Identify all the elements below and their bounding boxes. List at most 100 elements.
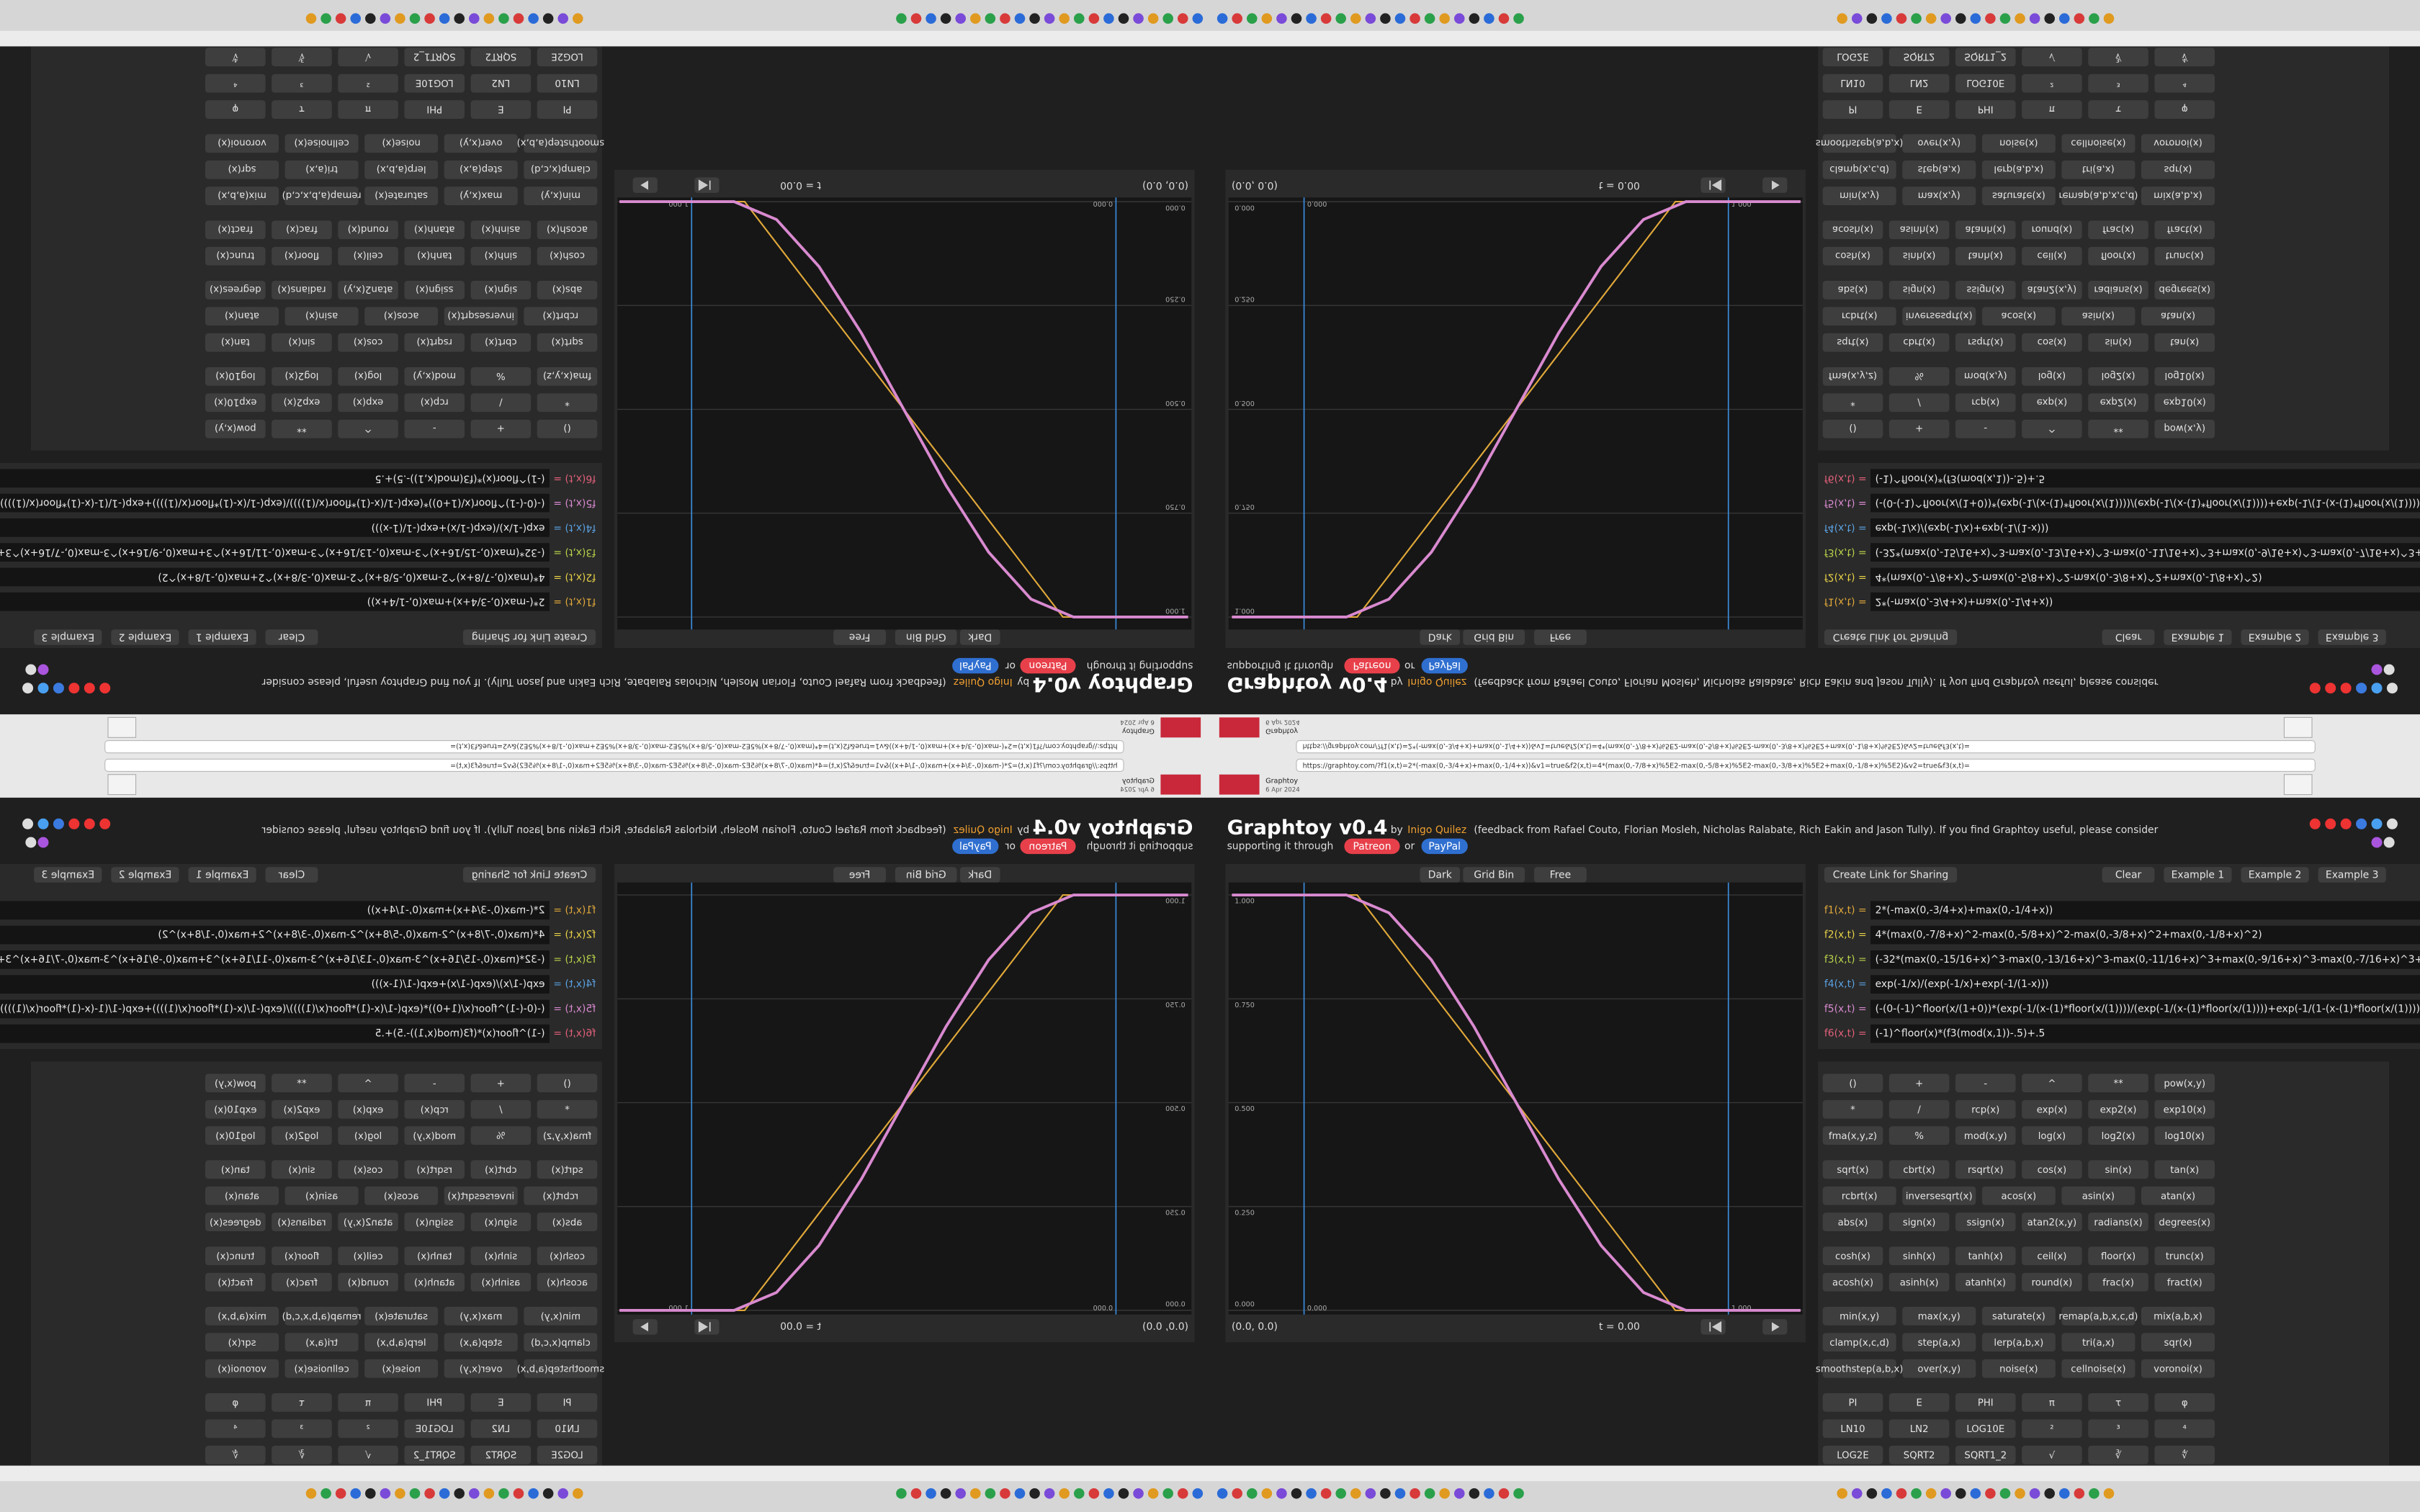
keypad-button[interactable]: ² bbox=[2022, 1419, 2082, 1439]
keypad-button[interactable]: LOG2E bbox=[1822, 1445, 1883, 1464]
tab-icon[interactable] bbox=[1335, 1488, 1346, 1499]
keypad-button[interactable]: φ bbox=[2154, 1393, 2215, 1412]
toolbar-button[interactable]: Create Link for Sharing bbox=[1824, 867, 1958, 883]
keypad-button[interactable]: LN2 bbox=[1888, 1419, 1950, 1439]
keypad-button[interactable]: frac(x) bbox=[2088, 1272, 2148, 1292]
keypad-button[interactable]: floor(x) bbox=[2088, 1246, 2148, 1266]
keypad-button[interactable]: sqr(x) bbox=[2141, 1333, 2215, 1352]
tab-icon[interactable] bbox=[1247, 1488, 1258, 1499]
keypad-button[interactable]: E bbox=[1888, 1393, 1950, 1412]
formula-input[interactable] bbox=[1870, 999, 2420, 1019]
tab-icon[interactable] bbox=[1306, 1488, 1317, 1499]
formula-input[interactable] bbox=[1870, 1024, 2420, 1043]
tab-icon[interactable] bbox=[1216, 1488, 1228, 1499]
keypad-button[interactable]: LOG10E bbox=[1955, 1419, 2016, 1439]
keypad-button[interactable]: tan(x) bbox=[2154, 1160, 2215, 1179]
social-icon[interactable] bbox=[2383, 837, 2395, 848]
keypad-button[interactable]: voronoi(x) bbox=[2141, 1359, 2215, 1378]
tab-icon[interactable] bbox=[1985, 1488, 1996, 1499]
keypad-button[interactable]: max(x,y) bbox=[1902, 1307, 1976, 1326]
keypad-button[interactable]: saturate(x) bbox=[1981, 1307, 2056, 1326]
social-icon[interactable] bbox=[2386, 818, 2398, 829]
keypad-button[interactable]: cosh(x) bbox=[1822, 1246, 1883, 1266]
tab-icon[interactable] bbox=[1999, 1488, 2011, 1499]
keypad-button[interactable]: fma(x,y,z) bbox=[1822, 1126, 1883, 1145]
keypad-button[interactable]: rsqrt(x) bbox=[1955, 1160, 2016, 1179]
keypad-button[interactable]: smoothstep(a,b,x) bbox=[1816, 1359, 1904, 1378]
keypad-button[interactable]: asinh(x) bbox=[1888, 1272, 1950, 1292]
keypad-button[interactable]: ** bbox=[2088, 1074, 2148, 1093]
tab-icon[interactable] bbox=[1276, 1488, 1287, 1499]
tab-icon[interactable] bbox=[1350, 1488, 1361, 1499]
social-icon[interactable] bbox=[2325, 818, 2336, 829]
keypad-button[interactable]: cos(x) bbox=[2022, 1160, 2082, 1179]
tab-icon[interactable] bbox=[2059, 1488, 2070, 1499]
keypad-button[interactable]: exp2(x) bbox=[2088, 1099, 2148, 1119]
keypad-button[interactable]: step(a,x) bbox=[1902, 1333, 1976, 1352]
keypad-button[interactable]: ∛ bbox=[2088, 1445, 2148, 1464]
keypad-button[interactable]: acosh(x) bbox=[1822, 1272, 1883, 1292]
keypad-button[interactable]: atanh(x) bbox=[1955, 1272, 2016, 1292]
tab-icon[interactable] bbox=[1852, 1488, 1863, 1499]
tab-icon[interactable] bbox=[1970, 1488, 1981, 1499]
keypad-button[interactable]: acos(x) bbox=[1981, 1186, 2056, 1205]
keypad-button[interactable]: mod(x,y) bbox=[1955, 1126, 2016, 1145]
keypad-button[interactable]: min(x,y) bbox=[1822, 1307, 1896, 1326]
tab-icon[interactable] bbox=[1320, 1488, 1332, 1499]
keypad-button[interactable]: degrees(x) bbox=[2154, 1212, 2215, 1231]
keypad-button[interactable]: log10(x) bbox=[2154, 1126, 2215, 1145]
keypad-button[interactable]: - bbox=[1955, 1074, 2016, 1093]
keypad-button[interactable]: mix(a,b,x) bbox=[2141, 1307, 2215, 1326]
tab-icon[interactable] bbox=[1925, 1488, 1937, 1499]
keypad-button[interactable]: exp(x) bbox=[2022, 1099, 2082, 1119]
keypad-button[interactable]: % bbox=[1888, 1126, 1950, 1145]
tab-icon[interactable] bbox=[2074, 1488, 2085, 1499]
keypad-button[interactable]: ⁴ bbox=[2154, 1419, 2215, 1439]
keypad-button[interactable]: sqrt(x) bbox=[1822, 1160, 1883, 1179]
keypad-button[interactable]: cbrt(x) bbox=[1888, 1160, 1950, 1179]
keypad-button[interactable]: τ bbox=[2088, 1393, 2148, 1412]
keypad-button[interactable]: abs(x) bbox=[1822, 1212, 1883, 1231]
keypad-button[interactable]: exp10(x) bbox=[2154, 1099, 2215, 1119]
keypad-button[interactable]: atan2(x,y) bbox=[2022, 1212, 2082, 1231]
tab-icon[interactable] bbox=[2089, 1488, 2099, 1499]
paypal[interactable]: PayPal bbox=[1428, 841, 1461, 852]
formula-input[interactable] bbox=[1870, 925, 2420, 945]
keypad-button[interactable]: rcp(x) bbox=[1955, 1099, 2016, 1119]
keypad-button[interactable]: tri(a,x) bbox=[2061, 1333, 2136, 1352]
keypad-button[interactable]: inversesqrt(x) bbox=[1902, 1186, 1976, 1205]
keypad-button[interactable]: π bbox=[2022, 1393, 2082, 1412]
tab-icon[interactable] bbox=[1380, 1488, 1391, 1499]
keypad-button[interactable]: / bbox=[1888, 1099, 1950, 1119]
tab-icon[interactable] bbox=[2044, 1488, 2055, 1499]
tab-icon[interactable] bbox=[1837, 1488, 1847, 1499]
tab-icon[interactable] bbox=[1232, 1488, 1242, 1499]
keypad-button[interactable]: ³ bbox=[2088, 1419, 2148, 1439]
tab-icon[interactable] bbox=[1896, 1488, 1907, 1499]
keypad-button[interactable]: tanh(x) bbox=[1955, 1246, 2016, 1266]
keypad-button[interactable]: pow(x,y) bbox=[2154, 1074, 2215, 1093]
tab-icon[interactable] bbox=[1498, 1488, 1510, 1499]
tab-icon[interactable] bbox=[1365, 1488, 1376, 1499]
tab-icon[interactable] bbox=[1881, 1488, 1892, 1499]
keypad-button[interactable]: radians(x) bbox=[2088, 1212, 2148, 1231]
graph-button[interactable]: Free bbox=[1534, 867, 1587, 883]
keypad-button[interactable]: rcbrt(x) bbox=[1822, 1186, 1896, 1205]
social-icon[interactable] bbox=[2371, 837, 2383, 848]
keypad-button[interactable]: SQRT1_2 bbox=[1955, 1445, 2016, 1464]
keypad-button[interactable]: sign(x) bbox=[1888, 1212, 1950, 1231]
keypad-button[interactable]: ssign(x) bbox=[1955, 1212, 2016, 1231]
social-icon[interactable] bbox=[2309, 818, 2321, 829]
tab-icon[interactable] bbox=[1866, 1488, 1878, 1499]
social-icon[interactable] bbox=[2371, 818, 2383, 829]
tab-icon[interactable] bbox=[2029, 1488, 2040, 1499]
author[interactable]: Inigo Quilez bbox=[1407, 824, 1466, 836]
tab-icon[interactable] bbox=[1454, 1488, 1465, 1499]
tab-icon[interactable] bbox=[1394, 1488, 1406, 1499]
keypad-button[interactable]: lerp(a,b,x) bbox=[1981, 1333, 2056, 1352]
keypad-button[interactable]: ^ bbox=[2022, 1074, 2082, 1093]
keypad-button[interactable]: atan(x) bbox=[2141, 1186, 2215, 1205]
toolbar-button[interactable]: Clear bbox=[2102, 867, 2155, 883]
tab-icon[interactable] bbox=[1911, 1488, 1922, 1499]
keypad-button[interactable]: sinh(x) bbox=[1888, 1246, 1950, 1266]
